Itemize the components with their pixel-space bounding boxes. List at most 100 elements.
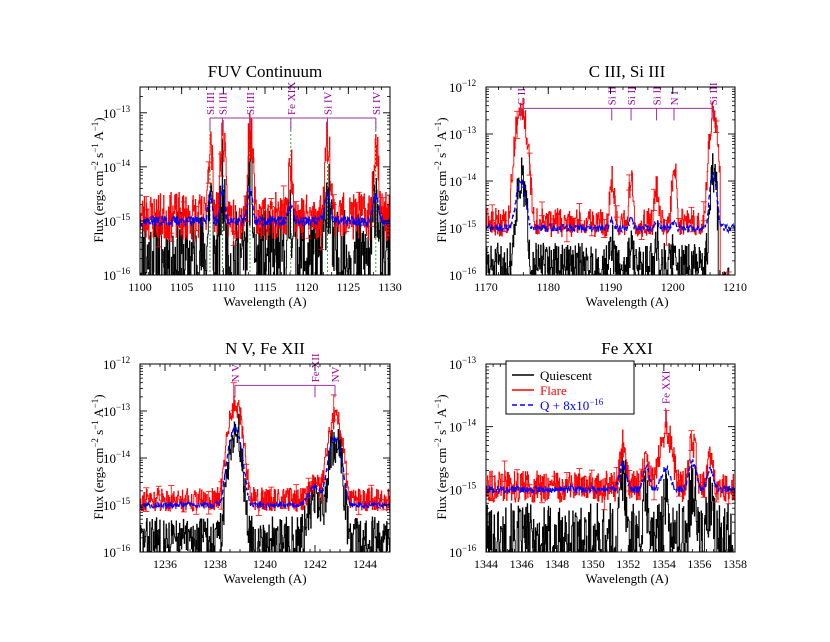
spectrum-quiescent <box>140 413 390 552</box>
x-tick-label: 1236 <box>153 557 177 571</box>
x-tick-label: 1348 <box>545 557 569 571</box>
y-tick-exponent: −14 <box>116 158 131 168</box>
x-tick-label: 1352 <box>616 557 640 571</box>
panel-fe21: Fe XXI Wavelength (A) Flux (ergs cm−2 s−… <box>433 339 747 586</box>
axes-frame <box>139 363 391 553</box>
x-tick-label: 1344 <box>474 557 498 571</box>
spectrum-quiescent <box>486 153 730 275</box>
x-tick-label: 1358 <box>723 557 747 571</box>
panel-c3-si3: C III, Si III Wavelength (A) Flux (ergs … <box>433 62 747 309</box>
y-tick-label: 10 <box>449 482 462 497</box>
panel-title: C III, Si III <box>589 62 666 81</box>
y-tick-label: 10 <box>103 545 116 560</box>
x-tick-label: 1242 <box>303 557 327 571</box>
x-tick-label: 1125 <box>337 280 361 294</box>
plot-area: C II Si II Si II Si II N I Si III 1170 1180 1190… <box>449 78 747 294</box>
ion-label: N I <box>669 91 681 106</box>
y-tick-label: 10 <box>449 127 462 142</box>
ion-label: Fe XIX <box>286 82 298 115</box>
y-tick-exponent: −14 <box>462 172 477 182</box>
ion-label: Si III <box>205 92 217 115</box>
y-tick-exponent: −12 <box>462 78 476 88</box>
legend-label-model: Q + 8x10−16 <box>540 397 604 413</box>
x-tick-label: 1190 <box>599 280 623 294</box>
y-tick-exponent: −13 <box>116 402 131 412</box>
ion-label: C II <box>516 88 528 106</box>
x-tick-label: 1350 <box>581 557 605 571</box>
ion-label: N V <box>230 364 242 382</box>
spectrum-flare <box>140 113 390 242</box>
y-tick-exponent: −12 <box>116 355 130 365</box>
panel-nv-fe12: N V, Fe XII Wavelength (A) Flux (ergs cm… <box>90 339 391 586</box>
panel-title: FUV Continuum <box>208 62 322 81</box>
y-tick-exponent: −16 <box>462 266 477 276</box>
x-tick-label: 1110 <box>212 280 235 294</box>
legend-label-quiescent: Quiescent <box>540 368 592 383</box>
x-axis-label: Wavelength (A) <box>585 571 668 586</box>
spectrum-flare <box>486 421 735 503</box>
ion-label: Si II <box>652 86 664 106</box>
y-tick-label: 10 <box>103 451 116 466</box>
x-tick-label: 1115 <box>253 280 276 294</box>
spectrum-model <box>486 172 735 235</box>
y-tick-exponent: −13 <box>116 104 131 114</box>
y-tick-label: 10 <box>103 106 116 121</box>
y-tick-exponent: −14 <box>116 449 131 459</box>
legend: Quiescent Flare Q + 8x10−16 <box>505 360 635 415</box>
legend-label-model-exp: −16 <box>589 397 604 407</box>
y-tick-label: 10 <box>449 357 462 372</box>
legend-label-flare: Flare <box>540 383 567 398</box>
y-tick-label: 10 <box>449 221 462 236</box>
y-tick-exponent: −15 <box>116 496 131 506</box>
y-tick-exponent: −13 <box>462 125 477 135</box>
ion-label: Si III <box>218 92 230 115</box>
y-tick-exponent: −14 <box>462 418 477 428</box>
y-tick-exponent: −13 <box>462 355 477 365</box>
x-tick-label: 1354 <box>652 557 676 571</box>
y-axis-label: Flux (ergs cm−2 s−1 A−1) <box>433 117 449 242</box>
y-tick-exponent: −16 <box>116 543 131 553</box>
ion-label: Fe XII <box>310 353 322 382</box>
y-axis-label: Flux (ergs cm−2 s−1 A−1) <box>433 394 449 519</box>
x-tick-label: 1356 <box>687 557 711 571</box>
x-tick-label: 1120 <box>295 280 319 294</box>
ion-label: Si II <box>626 86 638 106</box>
y-tick-label: 10 <box>449 174 462 189</box>
ion-label: Si III <box>245 92 257 115</box>
y-tick-label: 10 <box>103 160 116 175</box>
spectrum-quiescent <box>140 130 390 275</box>
plot-inner <box>486 97 735 275</box>
legend-box <box>505 360 635 415</box>
x-axis-label: Wavelength (A) <box>223 294 306 309</box>
plot-inner <box>140 113 390 275</box>
spectrum-model <box>486 459 735 496</box>
plot-inner <box>486 409 735 552</box>
spectrum-model <box>140 184 390 229</box>
y-tick-exponent: −16 <box>462 543 477 553</box>
spectrum-quiescent <box>486 450 735 552</box>
x-tick-label: 1238 <box>203 557 227 571</box>
y-tick-label: 10 <box>449 268 462 283</box>
ion-label: NV <box>330 366 342 382</box>
x-tick-label: 1346 <box>510 557 534 571</box>
spectrum-flare <box>140 396 390 512</box>
panel-fuv-continuum: FUV Continuum Wavelength (A) Flux (ergs … <box>90 62 402 309</box>
y-tick-exponent: −15 <box>116 212 131 222</box>
y-tick-label: 10 <box>103 498 116 513</box>
spectrum-flare <box>486 97 721 275</box>
x-axis-label: Wavelength (A) <box>585 294 668 309</box>
y-tick-label: 10 <box>449 80 462 95</box>
x-tick-label: 1180 <box>536 280 560 294</box>
y-tick-label: 10 <box>449 545 462 560</box>
ion-label: Si III <box>708 82 720 105</box>
x-tick-label: 1130 <box>378 280 402 294</box>
x-tick-label: 1100 <box>128 280 152 294</box>
y-tick-label: 10 <box>103 404 116 419</box>
y-tick-label: 10 <box>103 357 116 372</box>
x-tick-label: 1210 <box>723 280 747 294</box>
x-tick-label: 1244 <box>353 557 377 571</box>
y-tick-exponent: −16 <box>116 266 131 276</box>
panel-title: Fe XXI <box>601 339 653 358</box>
